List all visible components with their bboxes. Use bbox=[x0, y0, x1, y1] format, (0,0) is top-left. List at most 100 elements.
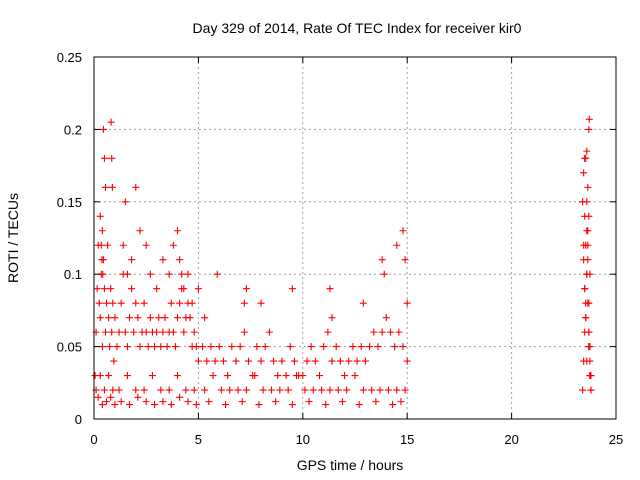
data-point bbox=[240, 299, 248, 307]
data-point bbox=[401, 256, 409, 264]
data-point bbox=[343, 386, 351, 394]
data-point bbox=[100, 154, 108, 162]
data-point bbox=[320, 343, 328, 351]
data-point bbox=[228, 343, 236, 351]
data-point bbox=[134, 393, 142, 401]
data-point bbox=[328, 314, 336, 322]
x-tick-label: 15 bbox=[400, 432, 414, 447]
data-point bbox=[380, 270, 388, 278]
data-point bbox=[374, 343, 382, 351]
data-point bbox=[213, 270, 221, 278]
tick-labels: 0 5 10 15 20 25 0 0.05 0.1 0.15 0.2 0.25 bbox=[57, 50, 624, 447]
x-tick-label: 10 bbox=[296, 432, 310, 447]
data-point bbox=[132, 386, 140, 394]
data-point bbox=[106, 343, 114, 351]
data-point bbox=[153, 328, 161, 336]
data-point bbox=[123, 270, 131, 278]
data-point bbox=[176, 393, 184, 401]
data-point bbox=[190, 386, 198, 394]
data-point bbox=[587, 386, 595, 394]
x-tick-label: 5 bbox=[195, 432, 202, 447]
data-point bbox=[115, 328, 123, 336]
data-point bbox=[98, 256, 106, 264]
data-point bbox=[586, 270, 594, 278]
data-point bbox=[178, 270, 186, 278]
data-point bbox=[142, 241, 150, 249]
plot-frame bbox=[93, 56, 617, 420]
data-point bbox=[326, 386, 334, 394]
data-point bbox=[203, 357, 211, 365]
data-point bbox=[341, 372, 349, 380]
data-point bbox=[359, 299, 367, 307]
data-point bbox=[357, 343, 365, 351]
x-axis-label: GPS time / hours bbox=[297, 457, 404, 473]
data-point bbox=[585, 115, 593, 123]
data-point bbox=[188, 299, 196, 307]
data-point bbox=[585, 125, 593, 133]
data-point bbox=[581, 285, 589, 293]
y-tick-label: 0.05 bbox=[57, 340, 82, 355]
data-point bbox=[125, 314, 133, 322]
data-point bbox=[199, 343, 207, 351]
data-point bbox=[382, 314, 390, 322]
data-point bbox=[253, 343, 261, 351]
data-point bbox=[336, 357, 344, 365]
data-point bbox=[303, 357, 311, 365]
data-point bbox=[284, 386, 292, 394]
data-point bbox=[95, 299, 103, 307]
y-tick-label: 0.25 bbox=[57, 50, 82, 65]
data-point bbox=[146, 314, 154, 322]
data-point bbox=[399, 343, 407, 351]
data-point bbox=[142, 398, 150, 406]
data-point bbox=[236, 343, 244, 351]
data-point bbox=[169, 328, 177, 336]
data-point bbox=[104, 241, 112, 249]
data-point bbox=[361, 357, 369, 365]
data-point bbox=[288, 401, 296, 409]
data-point bbox=[391, 343, 399, 351]
data-point bbox=[159, 398, 167, 406]
data-point bbox=[98, 401, 106, 409]
data-point bbox=[386, 328, 394, 336]
data-point bbox=[121, 328, 129, 336]
data-point bbox=[251, 372, 259, 380]
data-point bbox=[132, 183, 140, 191]
gridlines bbox=[94, 57, 616, 419]
data-point bbox=[132, 299, 140, 307]
data-point bbox=[128, 256, 136, 264]
y-tick-label: 0.2 bbox=[64, 122, 82, 137]
data-point bbox=[184, 270, 192, 278]
data-point bbox=[201, 386, 209, 394]
data-point bbox=[397, 398, 405, 406]
data-point bbox=[108, 328, 116, 336]
data-point bbox=[108, 154, 116, 162]
data-markers bbox=[91, 115, 595, 409]
data-point bbox=[366, 343, 374, 351]
data-point bbox=[167, 299, 175, 307]
data-point bbox=[130, 328, 138, 336]
data-point bbox=[119, 241, 127, 249]
data-point bbox=[378, 256, 386, 264]
data-point bbox=[169, 241, 177, 249]
data-point bbox=[242, 285, 250, 293]
data-point bbox=[226, 386, 234, 394]
data-point bbox=[580, 169, 588, 177]
data-point bbox=[372, 398, 380, 406]
data-point bbox=[144, 343, 152, 351]
data-point bbox=[194, 357, 202, 365]
data-point bbox=[165, 386, 173, 394]
data-point bbox=[207, 343, 215, 351]
data-point bbox=[192, 401, 200, 409]
data-point bbox=[368, 386, 376, 394]
data-point bbox=[151, 401, 159, 409]
data-point bbox=[222, 401, 230, 409]
data-point bbox=[586, 372, 594, 380]
data-point bbox=[584, 227, 592, 235]
data-point bbox=[146, 270, 154, 278]
data-point bbox=[171, 343, 179, 351]
data-point bbox=[290, 357, 298, 365]
data-point bbox=[142, 328, 150, 336]
data-point bbox=[192, 343, 200, 351]
data-point bbox=[355, 401, 363, 409]
